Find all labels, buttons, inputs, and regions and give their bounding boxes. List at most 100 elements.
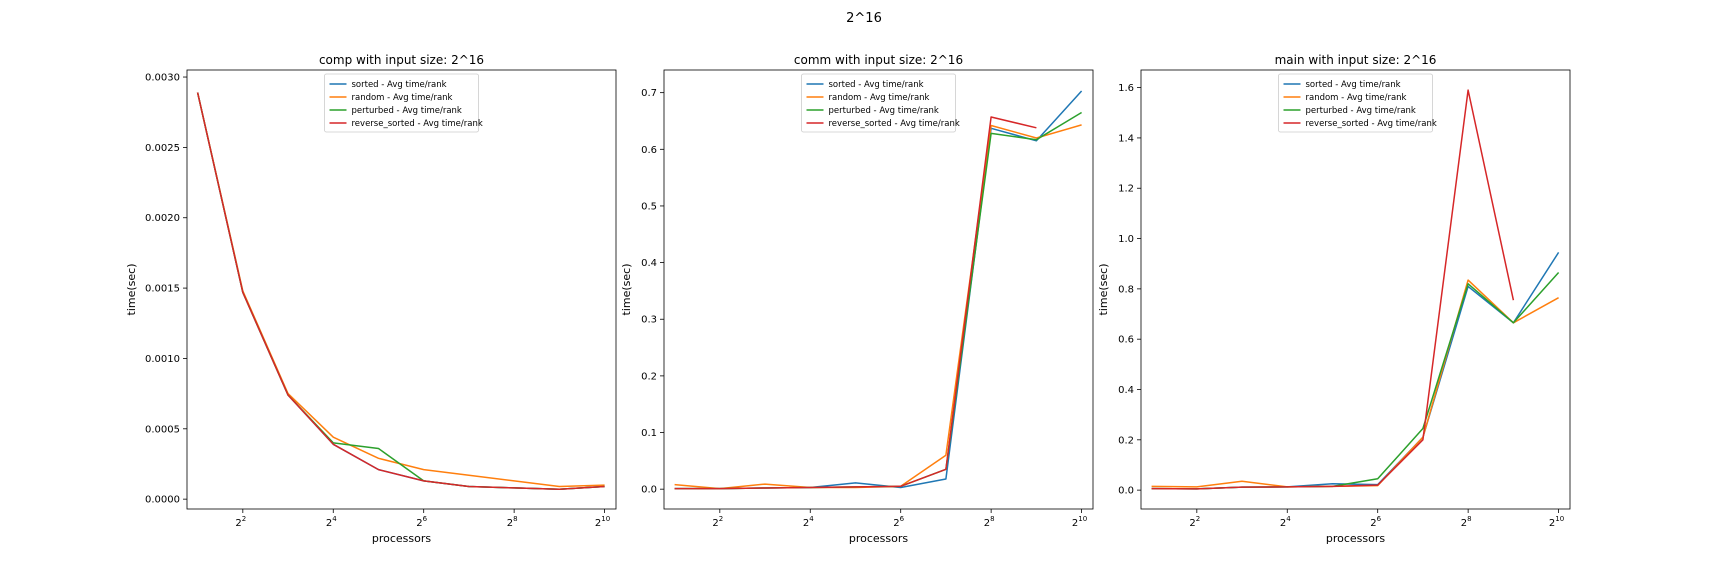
x-tick-label: 24: [326, 515, 337, 529]
x-tick-base: 2: [1189, 518, 1195, 529]
y-tick-label: 0.0: [1118, 486, 1134, 497]
x-tick-exponent: 6: [1377, 515, 1382, 523]
legend-label: sorted - Avg time/rank: [1306, 80, 1401, 90]
x-tick-label: 22: [235, 515, 246, 529]
y-tick-label: 0.0015: [145, 284, 180, 295]
x-tick-label: 26: [416, 515, 427, 529]
y-tick-label: 0.7: [641, 88, 657, 99]
y-tick-label: 0.6: [641, 145, 657, 156]
x-axis-label: processors: [372, 532, 432, 545]
x-tick-base: 2: [803, 518, 809, 529]
series-line-reverse_sorted: [674, 116, 1037, 490]
axes-frame: [663, 69, 1094, 510]
x-tick-label: 210: [1549, 515, 1564, 529]
x-tick-base: 2: [1370, 518, 1376, 529]
figure-suptitle: 2^16: [846, 11, 882, 26]
x-tick-exponent: 8: [513, 515, 517, 523]
y-tick-label: 0.0030: [145, 73, 180, 84]
x-tick-base: 2: [235, 518, 241, 529]
x-tick-label: 26: [1370, 515, 1381, 529]
x-tick-base: 2: [1461, 518, 1467, 529]
legend-label: perturbed - Avg time/rank: [1306, 106, 1416, 116]
y-tick-label: 0.1: [641, 428, 657, 439]
y-tick-label: 0.0000: [145, 495, 180, 506]
x-tick-base: 2: [595, 518, 601, 529]
series-line-sorted: [674, 90, 1083, 490]
legend-label: reverse_sorted - Avg time/rank: [829, 119, 960, 129]
y-tick-label: 0.6: [1118, 335, 1134, 346]
y-axis-label: time(sec): [620, 264, 633, 316]
x-tick-exponent: 6: [900, 515, 905, 523]
x-tick-exponent: 2: [1196, 515, 1200, 523]
x-tick-exponent: 10: [1078, 515, 1087, 523]
y-tick-label: 0.0020: [145, 213, 180, 224]
subplot-title: main with input size: 2^16: [1275, 53, 1437, 67]
y-tick-label: 1.2: [1118, 184, 1134, 195]
series-line-reverse_sorted: [196, 92, 605, 491]
series-line-reverse_sorted: [1151, 89, 1515, 490]
legend-label: sorted - Avg time/rank: [829, 80, 924, 90]
legend-label: random - Avg time/rank: [1306, 93, 1407, 103]
x-tick-exponent: 4: [809, 515, 814, 523]
y-tick-label: 0.0005: [145, 424, 180, 435]
x-tick-base: 2: [416, 518, 422, 529]
x-tick-label: 24: [803, 515, 814, 529]
legend-frame: [324, 73, 479, 133]
x-tick-base: 2: [1280, 518, 1286, 529]
y-tick-label: 0.8: [1118, 284, 1134, 295]
legend-frame: [1278, 73, 1433, 133]
x-tick-exponent: 10: [1555, 515, 1564, 523]
y-tick-label: 0.5: [641, 201, 657, 212]
x-tick-exponent: 6: [423, 515, 428, 523]
y-tick-label: 0.0010: [145, 354, 180, 365]
x-tick-base: 2: [507, 518, 513, 529]
subplot-title: comm with input size: 2^16: [794, 53, 963, 67]
series-line-sorted: [196, 92, 605, 491]
y-tick-label: 1.6: [1118, 83, 1134, 94]
legend: sorted - Avg time/rank random - Avg time/…: [1278, 73, 1437, 133]
legend-label: perturbed - Avg time/rank: [352, 106, 462, 116]
axes-frame: [186, 69, 617, 510]
x-tick-label: 22: [712, 515, 723, 529]
x-tick-exponent: 4: [1286, 515, 1291, 523]
y-tick-label: 0.4: [641, 258, 657, 269]
x-tick-base: 2: [712, 518, 718, 529]
series-line-perturbed: [1151, 271, 1560, 490]
x-tick-exponent: 2: [719, 515, 723, 523]
x-tick-label: 24: [1280, 515, 1291, 529]
series-line-perturbed: [674, 111, 1082, 490]
legend-label: reverse_sorted - Avg time/rank: [352, 119, 483, 129]
subplot-title: comp with input size: 2^16: [319, 53, 484, 67]
x-tick-label: 22: [1189, 515, 1200, 529]
legend-label: perturbed - Avg time/rank: [829, 106, 939, 116]
series-line-sorted: [1151, 251, 1560, 490]
x-tick-label: 28: [507, 515, 518, 529]
x-tick-exponent: 10: [601, 515, 610, 523]
x-tick-label: 26: [893, 515, 904, 529]
x-tick-base: 2: [1549, 518, 1555, 529]
x-tick-exponent: 2: [242, 515, 246, 523]
legend: sorted - Avg time/rank random - Avg time/…: [324, 73, 483, 133]
y-axis-label: time(sec): [125, 264, 138, 316]
x-tick-label: 210: [595, 515, 610, 529]
x-tick-base: 2: [984, 518, 990, 529]
y-tick-label: 1.0: [1118, 234, 1134, 245]
x-tick-exponent: 8: [1467, 515, 1471, 523]
x-tick-base: 2: [326, 518, 332, 529]
x-axis-label: processors: [849, 532, 909, 545]
legend-label: random - Avg time/rank: [352, 93, 453, 103]
series-line-random: [674, 124, 1082, 490]
y-axis-label: time(sec): [1097, 264, 1110, 316]
y-tick-label: 0.2: [1118, 435, 1134, 446]
y-tick-label: 0.4: [1118, 385, 1134, 396]
legend-label: reverse_sorted - Avg time/rank: [1306, 119, 1437, 129]
x-tick-base: 2: [893, 518, 899, 529]
series-line-random: [196, 92, 605, 488]
legend: sorted - Avg time/rank random - Avg time/…: [801, 73, 960, 133]
series-line-random: [1151, 279, 1559, 488]
